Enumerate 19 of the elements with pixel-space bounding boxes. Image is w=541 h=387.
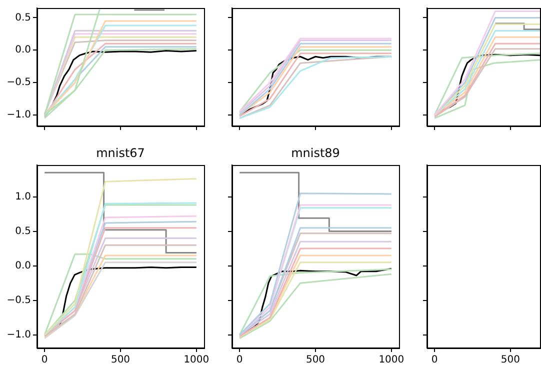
y-tick-label: 0.5 [15, 226, 31, 237]
x-tick-label: 500 [306, 354, 326, 366]
y-tick-label: 0.5 [15, 12, 31, 24]
chart-title: mnist89 [291, 146, 340, 160]
x-tick-label: 0 [41, 354, 48, 366]
x-tick-label: 1000 [378, 354, 404, 366]
x-tick-label: 1000 [184, 354, 210, 366]
y-tick-label: 0.0 [15, 260, 31, 272]
y-tick-label: 1.0 [15, 191, 31, 202]
y-tick-label: −1.0 [6, 110, 31, 121]
x-tick-label: 0 [236, 354, 243, 366]
x-tick-label: 0 [431, 354, 438, 366]
x-tick-label: 500 [110, 354, 130, 366]
y-tick-label: −1.0 [6, 329, 31, 340]
y-tick-label: −0.5 [6, 294, 31, 306]
chart-title: mnist67 [96, 146, 145, 160]
y-tick-label: 0.0 [15, 44, 31, 56]
y-tick-label: −0.5 [6, 77, 31, 88]
x-tick-label: 500 [500, 354, 520, 366]
